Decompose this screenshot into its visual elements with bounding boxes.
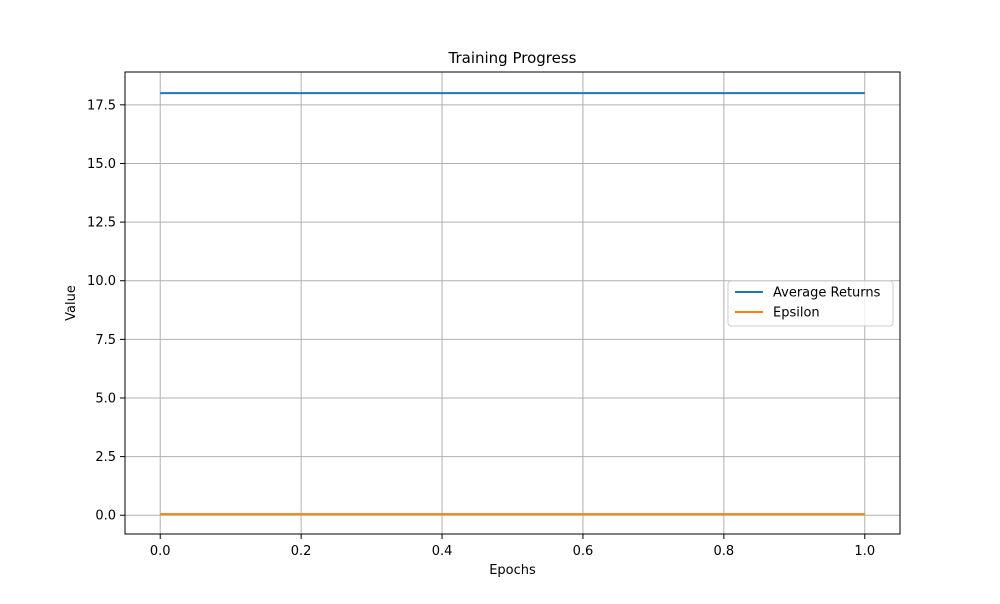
x-tick-label: 1.0: [854, 544, 875, 559]
y-tick-label: 2.5: [95, 450, 116, 465]
x-tick-label: 0.2: [291, 544, 312, 559]
y-tick-label: 15.0: [87, 157, 116, 172]
series-lines: [160, 92, 865, 516]
y-axis-label: Value: [64, 285, 79, 321]
x-tick-label: 0.6: [573, 544, 594, 559]
legend-box: [727, 280, 894, 327]
x-tick-label: 0.8: [714, 544, 735, 559]
y-tick-label: 0.0: [95, 509, 116, 524]
y-tick-label: 5.0: [95, 391, 116, 406]
chart-title: Training Progress: [448, 49, 577, 67]
y-tick-label: 7.5: [95, 333, 116, 348]
y-tick-label: 17.5: [87, 98, 116, 113]
x-tick-label: 0.0: [150, 544, 171, 559]
y-tick-label: 10.0: [87, 274, 116, 289]
axis-ticks: 0.0 0.2 0.4 0.6 0.8 1.0 0.0 2.5 5.0 7.5 10.0 12.5 15…: [87, 98, 875, 559]
legend-label: Average Returns: [773, 286, 881, 301]
y-tick-label: 12.5: [87, 216, 116, 231]
legend: Average Returns Epsilon: [727, 280, 894, 327]
x-axis-label: Epochs: [489, 563, 536, 578]
legend-label: Epsilon: [773, 306, 820, 321]
x-tick-label: 0.4: [432, 544, 453, 559]
plot-frame: [124, 71, 901, 535]
